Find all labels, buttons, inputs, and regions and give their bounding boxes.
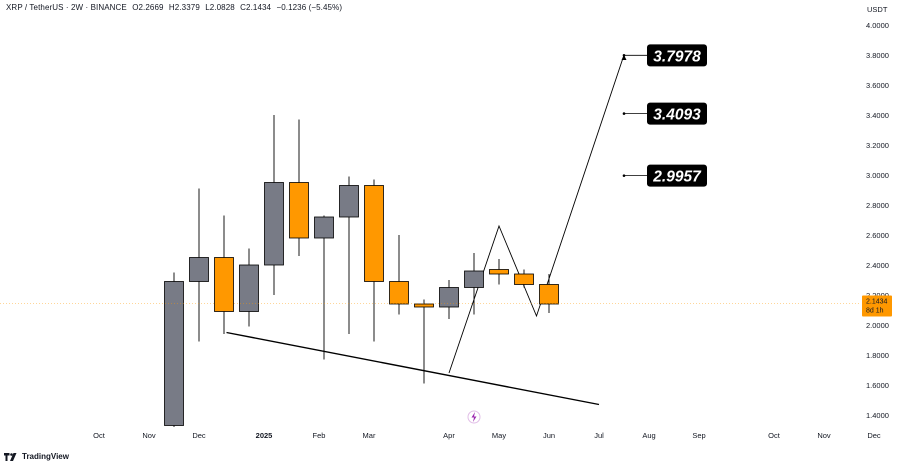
candle	[489, 259, 509, 285]
price-tick-label: 3.6000	[866, 81, 889, 90]
projection-path[interactable]	[448, 54, 625, 374]
price-countdown-label: 8d 1h	[866, 307, 884, 314]
price-tick-label: 2.4000	[866, 261, 889, 270]
candle	[214, 215, 234, 334]
candle-body	[539, 284, 559, 305]
time-tick-label: Nov	[142, 431, 156, 440]
time-tick-label: 2025	[256, 431, 273, 440]
candle	[339, 176, 359, 334]
price-tick-label: 2.0000	[866, 321, 889, 330]
candle-body	[314, 216, 334, 239]
candle-body	[389, 281, 409, 305]
candle	[464, 253, 484, 315]
target-label-bg	[647, 102, 707, 125]
candle-body	[514, 273, 534, 285]
candle	[189, 188, 209, 342]
candles-layer	[164, 115, 559, 427]
price-tick-label: 1.4000	[866, 411, 889, 420]
candle-body	[239, 264, 259, 312]
tradingview-footer[interactable]: TradingView	[4, 452, 69, 461]
target-line-start	[622, 174, 626, 177]
close-value: C2.1434	[240, 3, 272, 12]
lightning-bolt-icon	[471, 412, 477, 422]
target-line-start	[622, 54, 626, 57]
price-tick-label: 1.6000	[866, 381, 889, 390]
target-label-bg	[647, 164, 707, 187]
candle	[264, 115, 284, 295]
time-tick-label: Oct	[768, 431, 781, 440]
price-tick-label: 2.6000	[866, 231, 889, 240]
time-tick-label: Apr	[443, 431, 455, 440]
candle-body	[289, 182, 309, 239]
tradingview-logo-icon	[4, 452, 17, 461]
candle	[314, 215, 334, 360]
price-tick-label: 3.8000	[866, 51, 889, 60]
candle	[414, 299, 434, 384]
price-tick-label: 1.8000	[866, 351, 889, 360]
projection-arrowhead-icon	[621, 55, 627, 60]
time-tick-label: Jul	[594, 431, 604, 440]
open-value: O2.2669	[132, 3, 164, 12]
time-tick-label: Feb	[313, 431, 326, 440]
price-tick-label: 3.0000	[866, 171, 889, 180]
time-tick-label: Dec	[192, 431, 206, 440]
high-value: H2.3379	[168, 3, 200, 12]
candle	[239, 248, 259, 327]
candle	[439, 280, 459, 319]
price-axis[interactable]: 1.40001.60001.80002.00002.20002.40002.60…	[866, 21, 889, 420]
price-tick-label: 4.0000	[866, 21, 889, 30]
target-label: 2.9957	[652, 169, 702, 186]
low-value: L2.0828	[205, 3, 235, 12]
target-label-bg	[647, 44, 707, 67]
drawings-layer: 3.7978 3.4093 2.9957	[226, 44, 707, 406]
candle	[364, 179, 384, 342]
candle-body	[264, 182, 284, 266]
candle	[164, 272, 184, 427]
candle	[389, 235, 409, 315]
candle-body	[164, 281, 184, 426]
candle-body	[339, 185, 359, 218]
time-tick-label: Nov	[817, 431, 831, 440]
target-label: 3.4093	[653, 107, 701, 124]
price-tick-label: 3.2000	[866, 141, 889, 150]
support-trendline[interactable]	[226, 331, 600, 406]
current-price-label: 2.1434	[866, 298, 888, 305]
candle-body	[414, 303, 434, 308]
candle-body	[439, 287, 459, 308]
candle-body	[464, 270, 484, 288]
candle	[289, 119, 309, 256]
chart-header: XRP / TetherUS · 2W · BINANCE O2.2669 H2…	[6, 3, 345, 12]
price-tick-label: 3.4000	[866, 111, 889, 120]
time-tick-label: Aug	[642, 431, 655, 440]
target-line-start	[622, 112, 626, 115]
change-value: −0.1236 (−5.45%)	[276, 3, 343, 12]
time-tick-label: Dec	[867, 431, 881, 440]
currency-label: USDT	[867, 5, 888, 14]
time-tick-label: Sep	[692, 431, 705, 440]
current-price-label-bg	[862, 295, 892, 317]
candle-body	[364, 185, 384, 282]
time-axis[interactable]: Oct Nov Dec 2025 Feb Mar Apr May Jun Jul Aug Sep Oct…	[93, 431, 900, 440]
time-tick-label: Oct	[93, 431, 106, 440]
brand-name: TradingView	[22, 452, 69, 461]
time-tick-label: Mar	[363, 431, 376, 440]
price-tick-label: 2.8000	[866, 201, 889, 210]
candle-body	[489, 269, 509, 275]
symbol-title[interactable]: XRP / TetherUS · 2W · BINANCE	[6, 3, 127, 12]
candle-body	[189, 257, 209, 282]
candle-body	[214, 257, 234, 312]
time-tick-label: Jun	[543, 431, 555, 440]
target-label: 3.7978	[653, 48, 701, 65]
candle	[539, 274, 559, 313]
time-tick-label: May	[492, 431, 506, 440]
overlays-layer: 2.1434 8d 1h	[0, 295, 892, 424]
candle	[514, 269, 534, 288]
